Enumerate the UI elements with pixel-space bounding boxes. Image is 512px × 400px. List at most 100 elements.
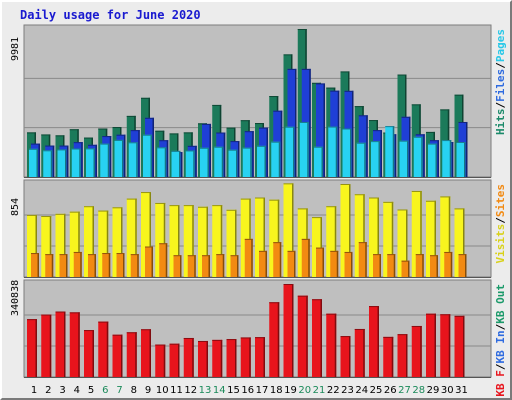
bar-pages (371, 141, 380, 177)
bar-sites-top (273, 242, 282, 244)
day-label: 25 (370, 385, 383, 396)
bar-kb-f-top (354, 328, 365, 330)
bar-sites (287, 250, 296, 277)
bar-pages-edge (179, 150, 181, 177)
bar-sites-fill (102, 253, 111, 277)
bar-pages (29, 148, 38, 177)
bar-sites (387, 254, 396, 277)
bar-kb-f-edge (235, 339, 237, 377)
bar-pages (413, 136, 423, 177)
bar-visits-top (226, 209, 237, 211)
bar-files-top (358, 115, 368, 117)
bar-kb-f (226, 339, 237, 377)
bar-sites-top (159, 243, 168, 245)
bar-visits (226, 209, 237, 277)
bar-visits (55, 213, 66, 277)
bar-kb-f-fill (69, 312, 80, 377)
bar-files-edge (152, 117, 154, 177)
series-visits (27, 183, 465, 277)
bar-sites (358, 242, 367, 277)
bar-sites-edge (222, 254, 225, 277)
bar-visits-top (69, 211, 80, 213)
bar-hits-top (41, 134, 51, 136)
bar-visits (141, 192, 151, 277)
bar-hits-top (397, 74, 407, 76)
bar-kb-f-edge (135, 332, 137, 377)
bar-kb-f-fill (155, 344, 166, 377)
bar-kb-f-fill (283, 284, 294, 377)
bar-sites-top (387, 254, 396, 256)
bar-pages (214, 146, 224, 177)
bar-sites-edge (393, 254, 396, 277)
bar-kb-f-edge (334, 313, 337, 377)
bar-visits (283, 183, 294, 277)
legend-entry: Pages (494, 29, 507, 62)
bar-visits-top (383, 201, 394, 203)
bar-visits-fill (155, 202, 166, 277)
bar-kb-f-edge (64, 311, 66, 377)
bar-kb-f (283, 284, 294, 377)
bar-files-edge (238, 141, 240, 177)
bar-pages-top (442, 140, 452, 142)
day-label: 21 (313, 385, 326, 396)
bar-pages-fill (299, 121, 309, 177)
bar-kb-f-edge (220, 339, 223, 377)
bar-kb-f (369, 306, 379, 377)
bar-sites-edge (194, 255, 196, 277)
bar-visits (383, 201, 394, 277)
bar-files-edge (266, 127, 268, 177)
bar-files-edge (38, 143, 40, 177)
bar-pages-top (285, 126, 295, 128)
bar-kb-f-edge (149, 329, 151, 377)
bar-pages-edge (264, 145, 266, 177)
bar-hits-top (55, 135, 65, 137)
bar-kb-f-top (255, 337, 265, 339)
bar-sites-fill (145, 246, 153, 277)
bar-kb-f-fill (226, 339, 237, 377)
bar-kb-f-fill (84, 330, 94, 377)
bar-hits-top (354, 106, 364, 108)
bar-pages-fill (128, 142, 138, 177)
bar-kb-f-fill (411, 325, 422, 377)
bar-sites-fill (373, 254, 381, 277)
bar-pages-edge (93, 148, 95, 177)
bar-hits-top (426, 131, 435, 133)
bar-visits (269, 199, 280, 277)
bar-sites-fill (330, 250, 339, 277)
bar-sites-fill (444, 251, 453, 277)
day-label: 4 (74, 385, 80, 396)
bar-kb-f-fill (426, 313, 436, 377)
bar-pages-edge (278, 141, 281, 177)
day-label: 18 (270, 385, 283, 396)
bar-sites-edge (379, 254, 381, 277)
day-label: 28 (412, 385, 425, 396)
bar-visits-edge (49, 216, 52, 277)
bar-pages-fill (399, 140, 409, 177)
bar-sites-top (31, 253, 39, 255)
bar-visits-top (411, 190, 422, 192)
bar-visits (27, 214, 37, 277)
bar-visits-top (269, 199, 280, 201)
bar-kb-f-fill (297, 295, 308, 377)
legend-entry: / (494, 363, 507, 370)
bar-kb-f-fill (255, 337, 265, 377)
bar-files-top (230, 141, 240, 143)
bar-hits-top (283, 54, 293, 56)
bar-pages-top (271, 141, 281, 143)
bar-visits-fill (326, 206, 337, 277)
bar-hits-top (169, 133, 179, 135)
bar-files-top (145, 117, 154, 119)
bar-kb-f-edge (192, 337, 194, 377)
bar-pages-fill (342, 128, 352, 177)
bar-kb-f (426, 313, 436, 377)
bar-kb-f-edge (420, 325, 422, 377)
bar-sites-edge (165, 243, 168, 277)
day-label: 17 (256, 385, 269, 396)
bar-visits-edge (391, 201, 394, 277)
bar-files-top (301, 68, 311, 70)
bar-files-top (202, 123, 211, 125)
bar-pages-top (157, 147, 167, 149)
bar-pages-fill (171, 150, 181, 177)
bar-sites-fill (301, 238, 310, 277)
